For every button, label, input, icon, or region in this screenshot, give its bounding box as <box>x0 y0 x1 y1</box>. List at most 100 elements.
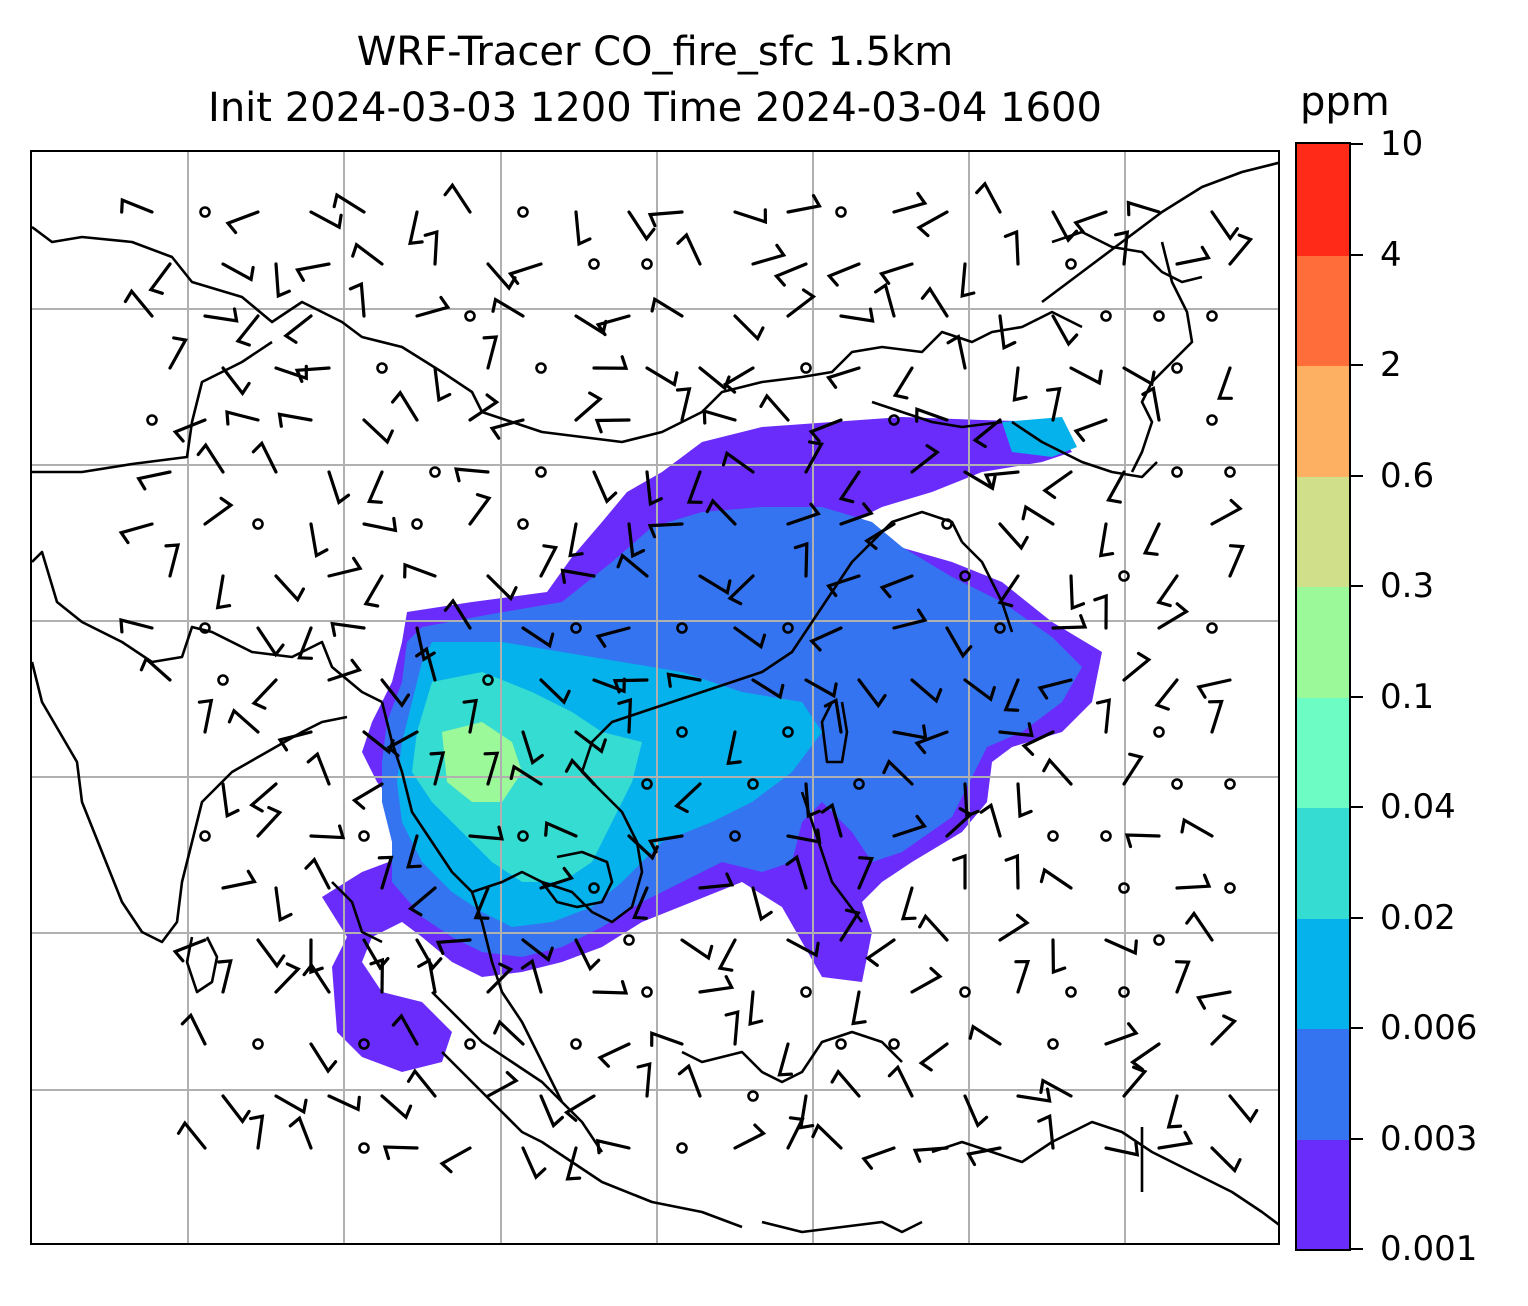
wind-barb <box>521 938 554 963</box>
wind-barb <box>878 262 914 285</box>
wind-barb <box>1196 990 1232 1010</box>
wind-barb <box>1051 210 1079 243</box>
wind-barb <box>726 730 742 766</box>
wind-barb <box>592 470 618 505</box>
calm-wind-marker <box>252 518 264 530</box>
wind-barb <box>415 938 443 971</box>
wind-barb <box>119 617 154 634</box>
coastline <box>380 701 604 1153</box>
wind-barb <box>915 406 949 423</box>
calm-wind-marker <box>1224 778 1236 790</box>
wind-barb <box>946 334 967 370</box>
wind-barb <box>773 262 808 287</box>
wind-barb <box>1003 229 1020 266</box>
colorbar-tick <box>1351 1248 1363 1250</box>
wind-barb <box>225 409 260 426</box>
wind-barb <box>1157 1130 1194 1150</box>
wind-barb <box>830 1068 861 1098</box>
wind-barb <box>221 782 240 819</box>
wind-barb <box>1210 1146 1242 1174</box>
wind-barb <box>912 1146 949 1163</box>
wind-barb <box>727 574 755 606</box>
wind-barb <box>415 295 451 318</box>
wind-barb <box>435 938 472 955</box>
wind-barb <box>489 418 525 440</box>
wind-barb <box>632 886 649 920</box>
wind-barb <box>864 938 896 967</box>
wind-barb <box>330 621 366 637</box>
wind-barb <box>1069 574 1086 611</box>
wind-barb <box>486 1071 519 1098</box>
wind-barb <box>539 544 559 578</box>
wind-barb <box>823 697 843 734</box>
wind-barb <box>838 470 861 504</box>
calm-wind-marker <box>588 882 600 894</box>
wind-barb <box>574 210 592 247</box>
calm-wind-marker <box>623 934 635 946</box>
calm-wind-marker <box>1118 570 1130 582</box>
wind-barb <box>751 886 773 922</box>
calm-wind-marker <box>199 830 211 842</box>
map-title-line-1: WRF-Tracer CO_fire_sfc 1.5km <box>356 29 954 75</box>
wind-barb <box>423 229 439 266</box>
wind-barb <box>998 314 1017 351</box>
wind-barb <box>595 626 631 648</box>
wind-barb <box>751 243 787 266</box>
calm-wind-marker <box>641 258 653 270</box>
wind-barb <box>786 288 817 318</box>
coastline <box>431 991 563 1103</box>
coastline <box>32 225 1083 444</box>
wind-barb <box>1073 210 1108 234</box>
wind-barb <box>751 678 785 700</box>
colorbar-tick <box>1351 364 1363 366</box>
calm-wind-marker <box>1100 310 1112 322</box>
gridlines <box>32 152 1278 1243</box>
wind-barb <box>647 210 684 228</box>
wind-barb <box>645 470 663 507</box>
wind-barb <box>777 1042 793 1077</box>
wind-barb <box>309 824 346 840</box>
calm-wind-marker <box>1118 986 1130 998</box>
colorbar-tick <box>1351 1027 1363 1029</box>
wind-barb <box>733 626 767 650</box>
wind-barb <box>1098 522 1115 558</box>
wind-barb <box>1016 782 1033 819</box>
wind-barb <box>1003 678 1020 712</box>
wind-barb <box>407 886 437 917</box>
wind-barb <box>507 262 543 285</box>
wind-barb <box>972 418 1002 449</box>
calm-wind-marker <box>959 986 971 998</box>
wind-barb <box>916 210 949 238</box>
wind-barb <box>786 1116 805 1150</box>
wind-barb <box>592 980 629 995</box>
coastline <box>32 661 348 944</box>
wind-barb <box>565 1146 582 1181</box>
wind-barb <box>454 467 490 483</box>
map-title-line-2: Init 2024-03-03 1200 Time 2024-03-04 160… <box>208 85 1102 131</box>
wind-barb <box>294 366 331 383</box>
calm-wind-marker <box>588 258 600 270</box>
wind-barb <box>1217 366 1233 400</box>
wind-barb <box>686 470 703 504</box>
coastline <box>871 400 1003 429</box>
wind-barb <box>168 336 188 370</box>
wind-barb <box>963 1094 989 1128</box>
wind-barb <box>1122 651 1152 682</box>
wind-barb <box>539 1094 564 1129</box>
wind-barb <box>680 938 714 961</box>
wind-barb <box>724 1010 740 1046</box>
wind-barb <box>544 820 578 838</box>
wind-barb <box>1175 245 1211 266</box>
wind-barb <box>118 522 154 545</box>
colorbar-segment <box>1297 586 1349 698</box>
wind-barb <box>366 470 384 504</box>
wind-barb <box>1154 678 1179 711</box>
coastline <box>800 791 864 923</box>
wind-barb <box>274 364 308 381</box>
wind-barb <box>717 938 737 972</box>
calm-wind-marker <box>252 1038 264 1050</box>
calm-wind-marker <box>1118 882 1130 894</box>
calm-wind-marker <box>517 206 529 218</box>
wind-barb <box>274 574 305 603</box>
wind-barb <box>968 1024 1002 1046</box>
